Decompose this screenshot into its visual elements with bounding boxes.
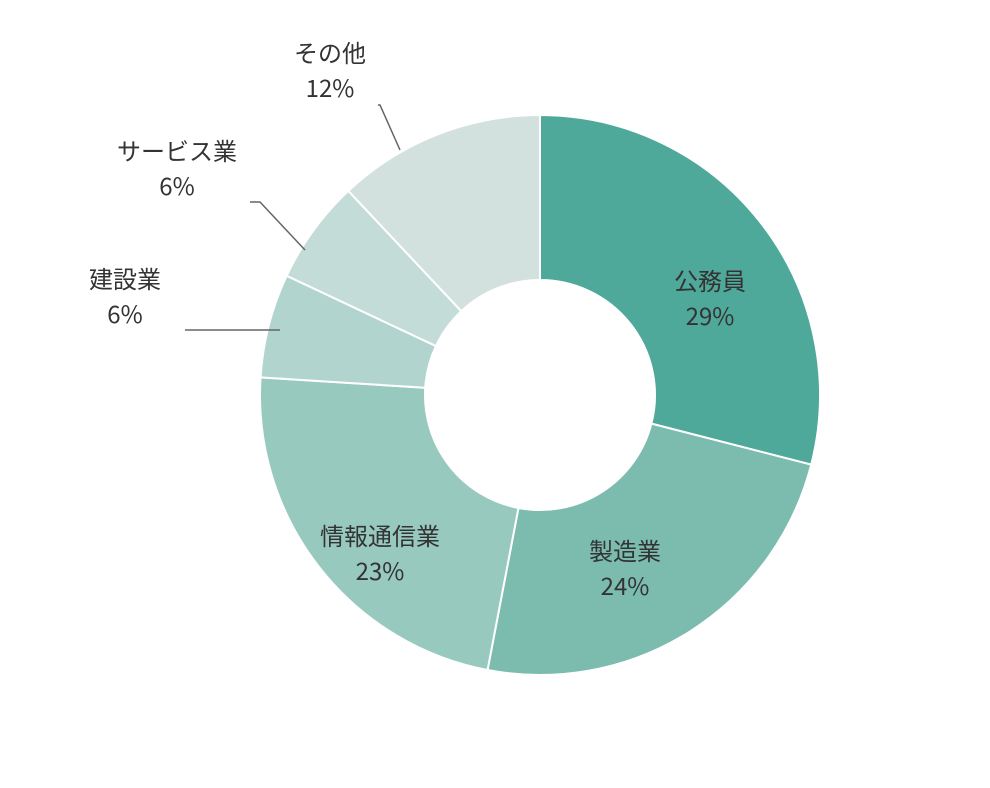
slice-percent: 6%: [107, 295, 142, 330]
slice-label: その他: [294, 34, 366, 69]
slice-label: 公務員: [674, 262, 746, 297]
donut-chart: 公務員29%製造業24%情報通信業23%建設業6%サービス業6%その他12%: [0, 0, 990, 788]
slice-percent: 29%: [686, 297, 735, 332]
slice-percent: 23%: [356, 552, 405, 587]
slice-label: 建設業: [89, 260, 161, 295]
slice-percent: 24%: [601, 567, 650, 602]
slice-label: 情報通信業: [320, 517, 440, 552]
slice-percent: 12%: [306, 69, 355, 104]
slice-label: サービス業: [117, 132, 237, 167]
slice-percent: 6%: [159, 167, 194, 202]
slice-label: 製造業: [589, 532, 661, 567]
